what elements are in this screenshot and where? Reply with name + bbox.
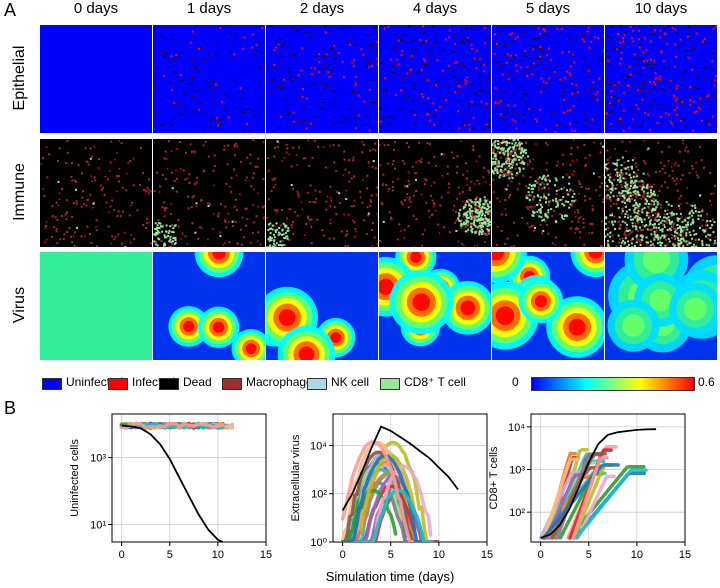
tile-virus-0 bbox=[40, 252, 152, 360]
tile-immune-4 bbox=[492, 139, 604, 247]
x-tick-label: 10 bbox=[433, 549, 445, 561]
tile-virus-4 bbox=[492, 252, 604, 360]
y-tick-label: 10⁴ bbox=[310, 440, 327, 452]
simulation-series bbox=[542, 457, 580, 540]
tile-epithelial-2 bbox=[266, 25, 378, 133]
legend-label: Dead bbox=[183, 375, 212, 389]
simulation-series bbox=[541, 463, 620, 540]
y-tick-label: 10³ bbox=[509, 465, 525, 477]
chart-1: 0 5 10 15 10⁰ 10² 10⁴ Extracellular virus bbox=[290, 413, 493, 561]
chart-frame bbox=[530, 413, 686, 543]
y-axis-label: Extracellular virus bbox=[290, 434, 302, 521]
x-tick-label: 10 bbox=[631, 549, 643, 561]
simulation-series bbox=[574, 468, 648, 540]
legend-swatch bbox=[307, 378, 327, 390]
legend-swatch bbox=[42, 378, 62, 390]
timecourse-charts: 0 5 10 15 10¹ 10³ Uninfected cells 0 5 10 15 10⁰ 10²… bbox=[69, 413, 691, 561]
tile-epithelial-1 bbox=[153, 25, 265, 133]
simulation-series bbox=[371, 464, 433, 542]
virus-scale-min: 0 bbox=[512, 375, 519, 389]
legend-label: Macrophage bbox=[246, 375, 313, 389]
simulation-series bbox=[571, 456, 609, 540]
plot-area bbox=[340, 425, 459, 542]
tile-virus-2 bbox=[266, 252, 378, 360]
virus-colorbar bbox=[531, 377, 695, 391]
column-header: 2 days bbox=[299, 0, 345, 17]
simulation-series bbox=[354, 488, 433, 542]
tile-immune-3 bbox=[379, 139, 491, 247]
plot-area bbox=[538, 428, 657, 540]
plot-area bbox=[119, 421, 235, 542]
x-tick-label: 15 bbox=[260, 549, 272, 561]
row-label: Epithelial bbox=[11, 45, 28, 111]
x-tick-label: 5 bbox=[586, 549, 592, 561]
reference-series bbox=[540, 428, 657, 539]
x-tick-label: 0 bbox=[119, 549, 125, 561]
column-header: 4 days bbox=[412, 0, 458, 17]
row-label: Virus bbox=[11, 286, 28, 324]
tile-virus-1 bbox=[153, 252, 265, 360]
x-tick-label: 5 bbox=[388, 549, 394, 561]
tile-virus-3 bbox=[379, 252, 491, 360]
legend-swatch bbox=[108, 378, 128, 390]
simulation-series bbox=[343, 472, 426, 542]
column-header: 10 days bbox=[634, 0, 688, 17]
legend-swatch bbox=[380, 378, 400, 390]
y-tick-label: 10¹ bbox=[90, 519, 106, 531]
legend-swatch bbox=[222, 378, 242, 390]
reference-series bbox=[341, 425, 459, 512]
row-label: Immune bbox=[11, 163, 28, 221]
tile-immune-1 bbox=[153, 139, 265, 247]
simulation-series bbox=[119, 421, 225, 430]
panel-a-label: A bbox=[4, 0, 17, 20]
y-tick-label: 10² bbox=[311, 489, 327, 501]
legend-label: NK cell bbox=[331, 375, 370, 389]
legend-swatch bbox=[159, 378, 179, 390]
simulation-series bbox=[576, 474, 616, 540]
tile-immune-0 bbox=[40, 139, 152, 247]
column-header: 1 days bbox=[186, 0, 232, 17]
column-header: 5 days bbox=[525, 0, 571, 17]
tile-epithelial-3 bbox=[379, 25, 491, 133]
simulation-series bbox=[550, 452, 608, 540]
simulation-series bbox=[340, 440, 415, 542]
chart-0: 0 5 10 15 10¹ 10³ Uninfected cells bbox=[69, 413, 272, 561]
virus-scale-max: 0.6 bbox=[698, 375, 715, 389]
tile-immune-5 bbox=[605, 139, 717, 247]
reference-series bbox=[121, 424, 224, 542]
x-tick-label: 0 bbox=[538, 549, 544, 561]
x-tick-label: 15 bbox=[679, 549, 691, 561]
y-tick-label: 10³ bbox=[90, 453, 106, 465]
chart-2: 0 5 10 15 10² 10³ 10⁴ CD8+ T cells bbox=[488, 413, 691, 561]
panel-b-label: B bbox=[4, 398, 17, 418]
simulation-series bbox=[340, 450, 424, 542]
legend-label: CD8⁺ T cell bbox=[404, 375, 466, 389]
tile-virus-5 bbox=[605, 252, 717, 360]
x-tick-label: 0 bbox=[340, 549, 346, 561]
column-header: 0 days bbox=[73, 0, 119, 17]
x-tick-label: 10 bbox=[212, 549, 224, 561]
chart-frame bbox=[111, 413, 267, 543]
x-tick-label: 15 bbox=[481, 549, 493, 561]
y-tick-label: 10² bbox=[509, 507, 525, 519]
shared-x-axis-label: Simulation time (days) bbox=[325, 569, 455, 584]
tile-epithelial-5 bbox=[605, 25, 717, 133]
tile-epithelial-0 bbox=[40, 25, 152, 133]
y-tick-label: 10⁰ bbox=[310, 537, 327, 549]
y-axis-label: CD8+ T cells bbox=[488, 446, 500, 509]
y-axis-label: Uninfected cells bbox=[69, 439, 81, 517]
x-tick-label: 5 bbox=[167, 549, 173, 561]
tile-epithelial-4 bbox=[492, 25, 604, 133]
tile-immune-2 bbox=[266, 139, 378, 247]
y-tick-label: 10⁴ bbox=[508, 422, 525, 434]
